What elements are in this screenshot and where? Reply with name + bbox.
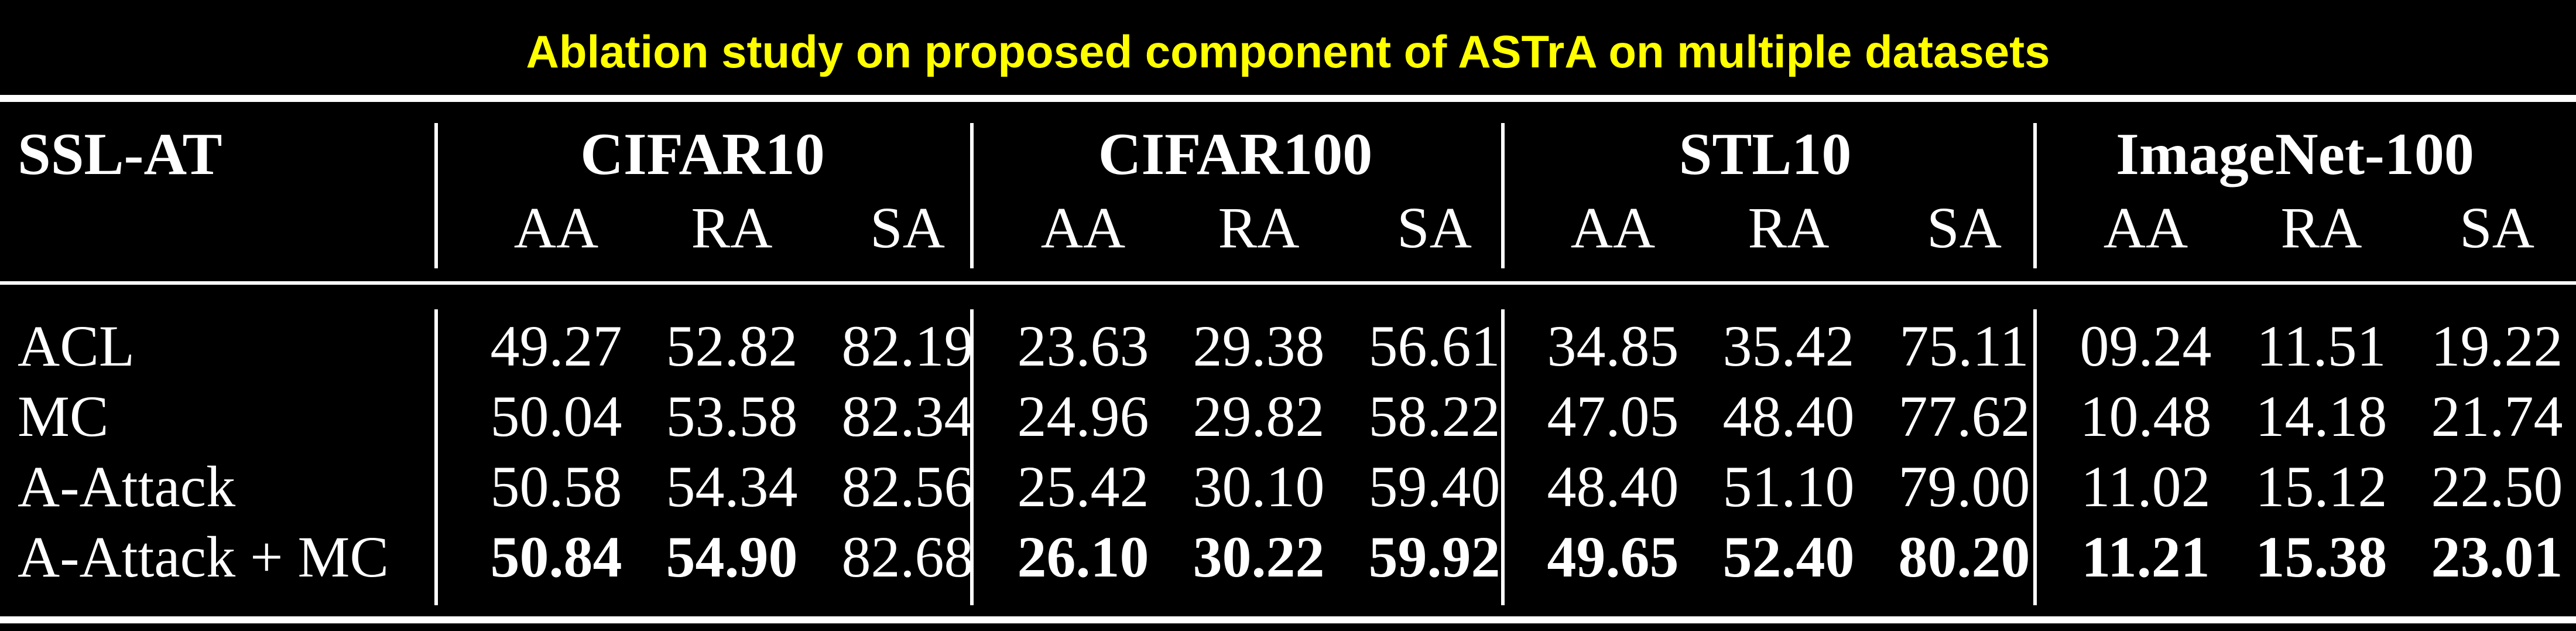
table-cell: 25.42 [1017,454,1149,519]
table-cell: 47.05 [1547,384,1679,449]
table-title: Ablation study on proposed component of … [526,26,2050,77]
table-cell: 15.12 [2255,454,2387,519]
table-cell: 75.11 [1899,313,2029,378]
header-rule [0,281,2576,285]
metric-header-ra: RA [691,195,773,260]
table-cell: 79.00 [1898,454,2030,519]
table-cell: 52.82 [666,313,798,378]
table-cell: 52.40 [1722,524,1855,589]
table-cell: 56.61 [1368,313,1501,378]
table-cell: 82.68 [841,524,974,589]
table-cell: 82.19 [841,313,974,378]
column-divider-2 [970,309,974,605]
table-cell: 49.65 [1547,524,1679,589]
table-cell: 26.10 [1017,524,1149,589]
row-label: ACL [18,313,135,378]
table-cell: 82.34 [841,384,974,449]
table-cell: 82.56 [841,454,974,519]
table-cell: 77.62 [1898,384,2030,449]
bottom-rule [0,616,2576,623]
table-cell: 24.96 [1017,384,1149,449]
table-cell: 30.10 [1193,454,1325,519]
metric-header-sa: SA [1927,195,2002,260]
row-header-label: SSL-AT [18,121,222,187]
top-rule [0,95,2576,102]
dataset-header-cifar100: CIFAR100 [1098,121,1373,187]
metric-header-ra: RA [1748,195,1830,260]
table-cell: 54.90 [666,524,798,589]
metric-header-aa: AA [1570,195,1656,260]
table-cell: 14.18 [2255,384,2387,449]
metric-header-ra: RA [2280,195,2362,260]
column-divider-1 [434,309,438,605]
dataset-header-stl10: STL10 [1678,121,1852,187]
dataset-header-imagenet-100: ImageNet-100 [2116,121,2474,187]
table-cell: 54.34 [666,454,798,519]
table-cell: 59.92 [1368,524,1501,589]
metric-header-sa: SA [870,195,945,260]
table-cell: 53.58 [666,384,798,449]
metric-header-sa: SA [2459,195,2534,260]
table-cell: 59.40 [1368,454,1501,519]
metric-header-aa: AA [513,195,599,260]
table-cell: 21.74 [2431,384,2563,449]
column-divider-3 [1501,309,1505,605]
dataset-header-cifar10: CIFAR10 [580,121,825,187]
metric-header-aa: AA [1040,195,1126,260]
table-cell: 30.22 [1193,524,1325,589]
column-divider-4 [2033,123,2037,268]
table-cell: 29.38 [1193,313,1325,378]
table-cell: 23.01 [2431,524,2563,589]
table-cell: 11.51 [2256,313,2386,378]
table-cell: 50.58 [490,454,622,519]
table-cell: 11.02 [2081,454,2211,519]
table-cell: 50.84 [490,524,622,589]
table-cell: 19.22 [2431,313,2563,378]
column-divider-2 [970,123,974,268]
table-cell: 22.50 [2431,454,2563,519]
table-cell: 48.40 [1547,454,1679,519]
table-cell: 50.04 [490,384,622,449]
table-cell: 48.40 [1722,384,1855,449]
metric-header-aa: AA [2103,195,2188,260]
column-divider-3 [1501,123,1505,268]
row-label: MC [18,384,109,449]
metric-header-ra: RA [1218,195,1300,260]
table-cell: 15.38 [2255,524,2387,589]
table-cell: 29.82 [1193,384,1325,449]
row-label: A-Attack + MC [18,524,389,589]
column-divider-4 [2033,309,2037,605]
table-cell: 10.48 [2080,384,2212,449]
table-cell: 23.63 [1017,313,1149,378]
table-cell: 34.85 [1547,313,1679,378]
row-label: A-Attack [18,454,236,519]
column-divider-1 [434,123,438,268]
table-cell: 58.22 [1368,384,1501,449]
table-cell: 49.27 [490,313,622,378]
table-cell: 35.42 [1722,313,1855,378]
table-cell: 51.10 [1722,454,1855,519]
table-cell: 80.20 [1898,524,2030,589]
metric-header-sa: SA [1397,195,1472,260]
table-cell: 09.24 [2080,313,2212,378]
table-cell: 11.21 [2081,524,2210,589]
